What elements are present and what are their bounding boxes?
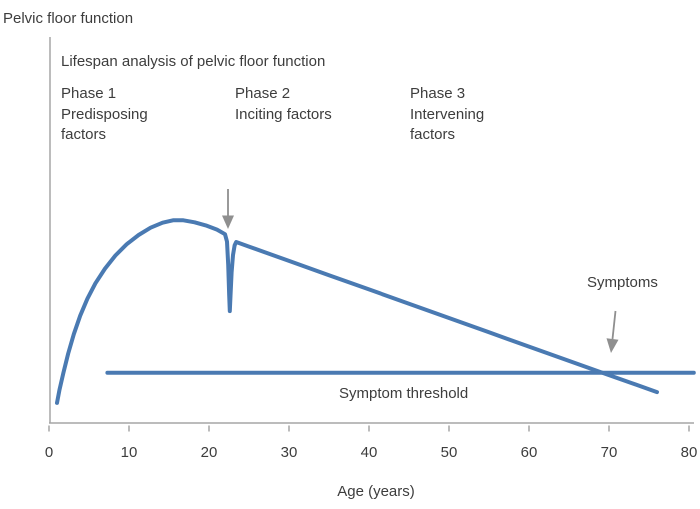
y-axis-title: Pelvic floor function — [3, 10, 134, 27]
series-pelvic-floor-function — [55, 218, 659, 405]
inciting-event-arrow-head — [222, 215, 234, 229]
phase-3-label: Phase 3 Intervening factors — [410, 85, 485, 143]
x-tick-label: 50 — [440, 444, 458, 461]
symptoms-arrow — [611, 310, 617, 340]
chart-heading: Lifespan analysis of pelvic floor functi… — [61, 53, 326, 70]
x-tick-label: 0 — [44, 444, 54, 461]
x-tick-label: 70 — [600, 444, 618, 461]
x-axis-label: Age (years) — [337, 483, 415, 500]
x-tick-label: 30 — [280, 444, 298, 461]
x-tick-label: 60 — [520, 444, 538, 461]
x-tick-label: 80 — [680, 444, 698, 461]
phase-1-label: Phase 1 Predisposing factors — [61, 85, 148, 143]
x-tick-label: 10 — [120, 444, 138, 461]
phase-2-label: Phase 2 Inciting factors — [235, 85, 332, 123]
symptoms-arrow-head — [606, 338, 619, 353]
symptoms-label: Symptoms — [587, 274, 658, 291]
x-tick-label: 40 — [360, 444, 378, 461]
x-tick-label: 20 — [200, 444, 218, 461]
symptom-threshold-label: Symptom threshold — [339, 385, 469, 402]
